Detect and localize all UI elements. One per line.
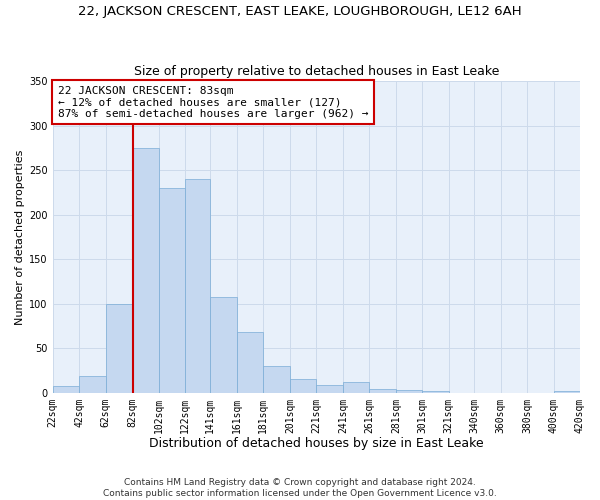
Bar [132,148,158,392]
Title: Size of property relative to detached houses in East Leake: Size of property relative to detached ho… [134,66,499,78]
Bar [316,384,343,392]
Bar [158,188,185,392]
Bar [106,304,132,392]
Bar [343,382,370,392]
Text: Contains HM Land Registry data © Crown copyright and database right 2024.
Contai: Contains HM Land Registry data © Crown c… [103,478,497,498]
Bar [79,376,106,392]
Bar [53,386,79,392]
Bar [237,332,263,392]
Bar [290,380,316,392]
Bar [185,179,211,392]
Y-axis label: Number of detached properties: Number of detached properties [15,149,25,324]
Text: 22, JACKSON CRESCENT, EAST LEAKE, LOUGHBOROUGH, LE12 6AH: 22, JACKSON CRESCENT, EAST LEAKE, LOUGHB… [78,5,522,18]
Bar [396,390,422,392]
Bar [263,366,290,392]
Bar [422,391,449,392]
Bar [554,391,580,392]
Text: 22 JACKSON CRESCENT: 83sqm
← 12% of detached houses are smaller (127)
87% of sem: 22 JACKSON CRESCENT: 83sqm ← 12% of deta… [58,86,368,119]
Bar [211,298,237,392]
X-axis label: Distribution of detached houses by size in East Leake: Distribution of detached houses by size … [149,437,484,450]
Bar [370,389,396,392]
